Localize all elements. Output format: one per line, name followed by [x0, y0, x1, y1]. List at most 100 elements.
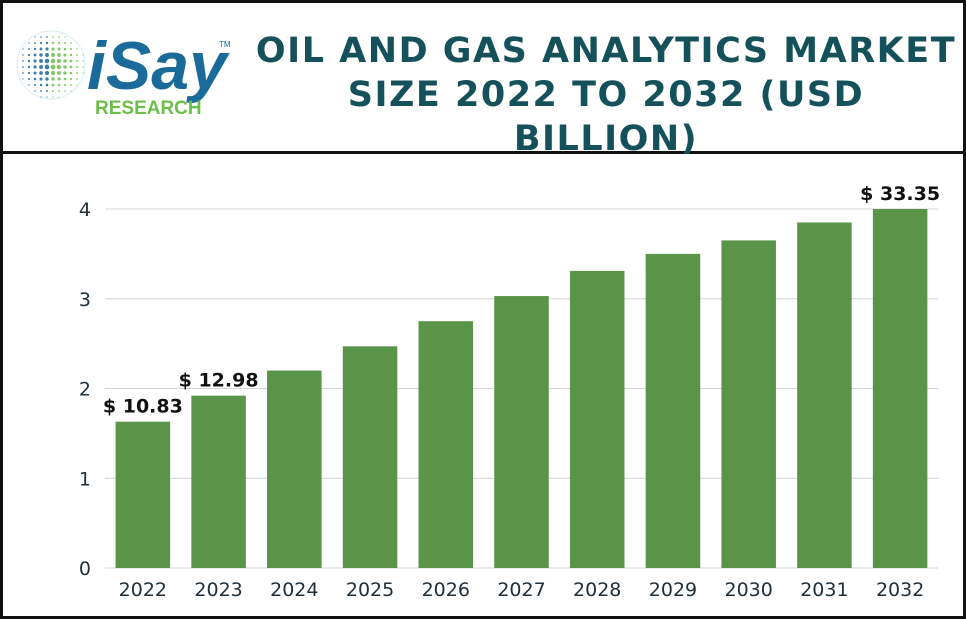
- x-tick-label: 2026: [422, 579, 470, 601]
- bar: [872, 209, 928, 568]
- globe-dot: [28, 84, 30, 86]
- y-tick-label: 0: [79, 558, 91, 580]
- globe-dot: [70, 90, 72, 92]
- x-tick-label: 2028: [573, 579, 621, 601]
- globe-dot: [57, 47, 61, 51]
- globe-dot: [69, 65, 73, 69]
- globe-dot: [63, 47, 67, 51]
- x-tick-label: 2031: [800, 579, 848, 601]
- bar: [494, 296, 549, 568]
- title-line-1: OIL AND GAS ANALYTICS MARKET: [255, 31, 957, 71]
- globe-dot: [69, 53, 73, 57]
- globe-dot: [76, 54, 78, 56]
- globe-dot: [51, 47, 55, 51]
- globe-dot: [69, 77, 73, 81]
- globe-dot: [57, 41, 61, 45]
- globe-dot: [52, 36, 54, 38]
- globe-dot: [44, 58, 50, 64]
- globe-dot: [82, 72, 84, 74]
- globe-dot: [51, 77, 55, 81]
- globe-dot: [34, 36, 36, 38]
- globe-dot: [56, 58, 62, 64]
- globe-dot: [22, 48, 24, 50]
- x-tick-label: 2024: [270, 579, 318, 601]
- globe-dot: [69, 71, 73, 75]
- globe-dot: [76, 84, 78, 86]
- globe-dot: [63, 41, 67, 45]
- globe-dot: [57, 71, 61, 75]
- bar: [721, 240, 776, 568]
- globe-dot: [33, 83, 37, 87]
- globe-dot: [51, 53, 55, 57]
- globe-dot: [40, 36, 42, 38]
- globe-dot: [33, 53, 37, 57]
- bar: [645, 253, 701, 568]
- globe-dot: [82, 54, 84, 56]
- logo-main-text: iSay: [87, 28, 230, 104]
- globe-dot: [39, 65, 43, 69]
- x-tick-label: 2027: [497, 579, 545, 601]
- globe-dot: [51, 41, 55, 45]
- globe-dot: [63, 59, 67, 63]
- bar: [342, 346, 398, 568]
- globe-dot: [45, 47, 49, 51]
- globe-dot: [33, 71, 37, 75]
- page-title: OIL AND GAS ANALYTICS MARKET SIZE 2022 T…: [253, 29, 959, 161]
- y-tick-label: 1: [79, 468, 91, 490]
- globe-dot: [39, 77, 43, 81]
- globe-dot: [57, 83, 61, 87]
- y-tick-label: 3: [79, 289, 91, 311]
- globe-dot: [28, 48, 30, 50]
- bar: [797, 222, 852, 568]
- globe-dot: [39, 59, 43, 63]
- globe-dot: [69, 47, 73, 51]
- globe-dot: [64, 90, 66, 92]
- globe-dot: [22, 66, 24, 68]
- data-label: $ 12.98: [179, 370, 259, 392]
- x-tick-label: 2029: [649, 579, 697, 601]
- globe-dot: [46, 90, 48, 92]
- globe-dot: [63, 77, 67, 81]
- globe-dot: [57, 77, 61, 81]
- globe-dot: [39, 47, 43, 51]
- globe-dot: [76, 72, 78, 74]
- globe-dot: [22, 54, 24, 56]
- globe-dot: [56, 64, 62, 70]
- globe-dot: [58, 36, 60, 38]
- globe-dot: [63, 83, 67, 87]
- bar: [115, 421, 171, 568]
- globe-dot: [70, 42, 72, 44]
- bar: [569, 270, 625, 568]
- globe-dot: [27, 59, 31, 63]
- globe-dot: [46, 36, 48, 38]
- globe-dot: [69, 59, 73, 63]
- globe-dot: [52, 96, 54, 98]
- bar: [418, 321, 474, 568]
- chart-panel: 0 1 2 3 4 2022 $ 10.83 2023 $ 12.98 2024 2025 2026 2…: [0, 154, 966, 619]
- globe-dot: [64, 36, 66, 38]
- logo-tm-text: TM: [219, 40, 231, 49]
- globe-dot: [76, 48, 78, 50]
- header-banner: iSay TM RESEARCH OIL AND GAS ANALYTICS M…: [0, 0, 966, 159]
- globe-dot: [50, 64, 56, 70]
- bar-chart: 0 1 2 3 4 2022 $ 10.83 2023 $ 12.98 2024 2025 2026 2…: [79, 183, 940, 601]
- y-tick-label: 2: [79, 379, 91, 401]
- globe-dot: [40, 96, 42, 98]
- globe-dot: [39, 71, 43, 75]
- x-tick-label: 2023: [194, 579, 242, 601]
- globe-dot: [45, 53, 49, 57]
- globe-dot: [34, 42, 36, 44]
- title-line-2: SIZE 2022 TO 2032 (USD BILLION): [347, 75, 865, 159]
- isay-research-logo: iSay TM RESEARCH: [16, 28, 231, 117]
- globe-dot: [63, 53, 67, 57]
- globe-dot: [27, 53, 31, 57]
- globe-dot: [82, 66, 84, 68]
- globe-dot: [45, 41, 49, 45]
- globe-dot: [51, 89, 55, 93]
- globe-dot: [39, 53, 43, 57]
- globe-dot: [45, 77, 49, 81]
- globe-icon: [16, 30, 86, 100]
- globe-dot: [44, 70, 50, 76]
- data-label: $ 33.35: [860, 183, 940, 205]
- globe-dot: [58, 90, 60, 92]
